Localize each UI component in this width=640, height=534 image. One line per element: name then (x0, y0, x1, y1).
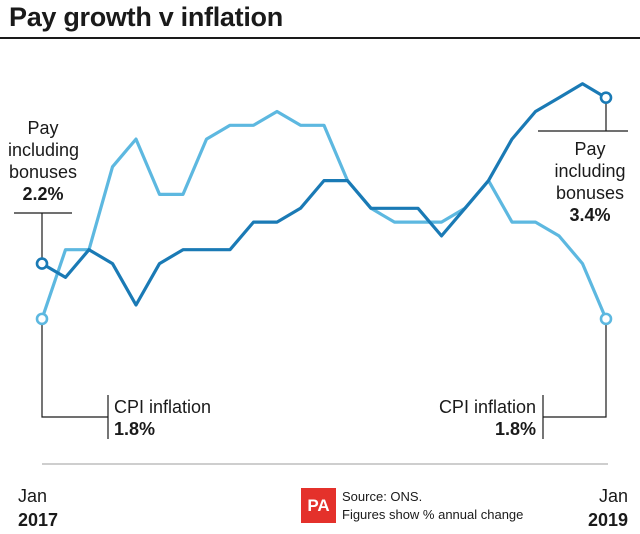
pay-including-bonuses-end-point (599, 91, 613, 104)
cpi-inflation-line (40, 109, 608, 321)
x-tick-end: Jan 2019 (584, 484, 628, 532)
pay-start-leader (14, 212, 72, 264)
cpi-end-label: CPI inflation (438, 397, 536, 417)
x-tick-start-month: Jan (18, 486, 48, 506)
cpi-start-label: CPI inflation (114, 397, 212, 417)
source-note: Source: ONS. Figures show % annual chang… (342, 488, 523, 524)
cpi-inflation-end-point (599, 312, 613, 326)
chart-title: Pay growth v inflation (9, 2, 283, 32)
pay-including-bonuses-start-point (35, 257, 49, 270)
title-rule (0, 37, 640, 39)
cpi-end-annotation: CPI inflation 1.8% (380, 396, 536, 440)
pay-end-annotation: Pay including bonuses 3.4% (540, 138, 640, 226)
series-layer (35, 82, 613, 326)
x-tick-end-month: Jan (598, 486, 628, 506)
pay-start-annotation: Pay including bonuses 2.2% (8, 117, 80, 205)
cpi-start-leader (41, 318, 109, 439)
x-tick-start-year: 2017 (18, 510, 59, 530)
annotation-leaders (14, 97, 628, 439)
pay-end-label: Pay including bonuses (554, 139, 626, 203)
cpi-inflation-start-point (35, 312, 49, 326)
pa-logo: PA (301, 488, 336, 523)
pay-start-label: Pay including bonuses (8, 118, 80, 182)
figures-note: Figures show % annual change (342, 507, 524, 522)
pay-including-bonuses-line (40, 82, 608, 307)
x-tick-start: Jan 2017 (18, 484, 58, 532)
pay-end-value: 3.4% (569, 205, 611, 225)
cpi-end-leader (542, 318, 607, 439)
source-text: Source: ONS. (342, 489, 423, 504)
cpi-end-value: 1.8% (494, 419, 536, 439)
cpi-start-annotation: CPI inflation 1.8% (114, 396, 211, 440)
cpi-start-value: 1.8% (114, 419, 156, 439)
x-tick-end-year: 2019 (587, 510, 628, 530)
pay-start-value: 2.2% (22, 184, 64, 204)
